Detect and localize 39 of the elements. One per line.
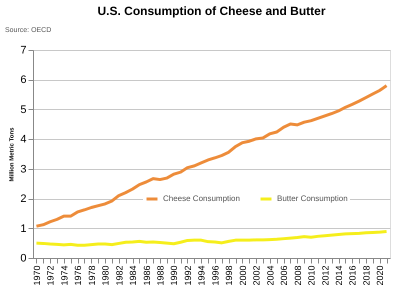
chart-title: U.S. Consumption of Cheese and Butter — [97, 4, 326, 18]
y-tick-label: 4 — [20, 134, 26, 146]
y-tick-label: 1 — [20, 222, 26, 235]
x-tick-label: 1988 — [156, 266, 166, 286]
x-tick-label: 1972 — [46, 266, 56, 286]
x-tick-label: 1982 — [114, 266, 124, 286]
line-series — [34, 230, 388, 247]
y-tick-label: 0 — [20, 252, 26, 264]
x-tick-label: 2000 — [238, 266, 248, 286]
legend-label: Butter Consumption — [277, 194, 348, 203]
x-tick-label: 2016 — [348, 266, 358, 286]
line-series — [34, 84, 388, 228]
x-tick-label: 1986 — [142, 266, 152, 286]
x-tick-label: 1970 — [32, 266, 42, 286]
y-tick-label: 6 — [20, 74, 26, 86]
x-tick-label: 1994 — [196, 266, 207, 286]
y-tick-label: 7 — [20, 44, 26, 56]
x-tick-label: 1976 — [73, 266, 84, 286]
y-tick-label: 3 — [20, 163, 26, 176]
x-tick-label: 2012 — [320, 266, 330, 286]
x-tick-label: 1996 — [210, 266, 220, 286]
x-tick-label: 2006 — [279, 266, 290, 286]
y-tick-label: 2 — [20, 193, 26, 206]
x-tick-label: 1998 — [224, 266, 234, 286]
legend-label: Cheese Consumption — [163, 194, 240, 203]
x-tick-label: 1984 — [128, 266, 138, 286]
x-tick-label: 1992 — [182, 266, 193, 286]
x-tick-label: 1990 — [169, 266, 180, 286]
x-tick-label: 2008 — [292, 266, 303, 286]
x-tick-label: 2004 — [265, 266, 276, 286]
y-tick-label: 5 — [20, 104, 26, 116]
x-tick-label: 2018 — [361, 266, 372, 286]
x-tick-label: 2010 — [306, 266, 317, 286]
x-tick-label: 1974 — [59, 266, 70, 286]
x-tick-label: 1980 — [100, 266, 111, 286]
x-tick-label: 1978 — [86, 266, 97, 286]
x-tick-label: 2002 — [252, 266, 262, 286]
x-tick-label: 2014 — [334, 266, 344, 286]
x-tick-label: 2020 — [375, 266, 386, 286]
